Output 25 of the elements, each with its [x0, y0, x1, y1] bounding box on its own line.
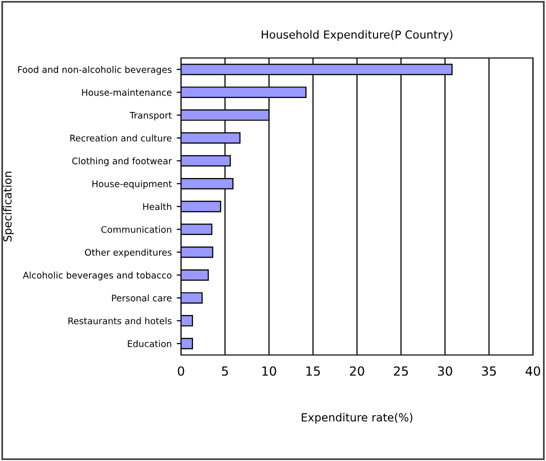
chart-title: Household Expenditure(P Country) — [262, 30, 452, 41]
y-tick-label: House-maintenance — [82, 88, 172, 96]
x-tick-label: 5 — [222, 366, 228, 376]
y-tick-label: House-equipment — [92, 180, 172, 189]
y-tick-label: Personal care — [112, 294, 172, 302]
y-tick-label: Other expenditures — [84, 248, 172, 258]
y-tick-label: Health — [143, 203, 172, 210]
x-tick-label: 0 — [178, 366, 184, 376]
x-tick-label: 25 — [394, 366, 408, 376]
x-tick-label: 20 — [350, 366, 364, 376]
x-tick-label: 10 — [262, 366, 276, 376]
x-tick-label: 30 — [438, 366, 452, 376]
y-tick-label: Alcoholic beverages and tobacco — [22, 272, 172, 280]
y-tick-label: Education — [128, 340, 172, 348]
x-tick-label: 40 — [526, 366, 540, 376]
y-axis-title: Specification — [3, 172, 14, 242]
x-tick-label: 15 — [306, 366, 320, 376]
y-tick-label: Food and non-alcoholic beverages — [18, 66, 172, 75]
x-axis-title: Expenditure rate(%) — [302, 412, 412, 424]
y-tick-label: Transport — [130, 112, 172, 120]
y-tick-label: Communication — [101, 226, 172, 233]
y-tick-label: Restaurants and hotels — [68, 317, 172, 324]
x-tick-label: 35 — [482, 366, 496, 376]
y-tick-label: Recreation and culture — [70, 134, 172, 142]
y-tick-label: Clothing and footwear — [72, 157, 172, 166]
